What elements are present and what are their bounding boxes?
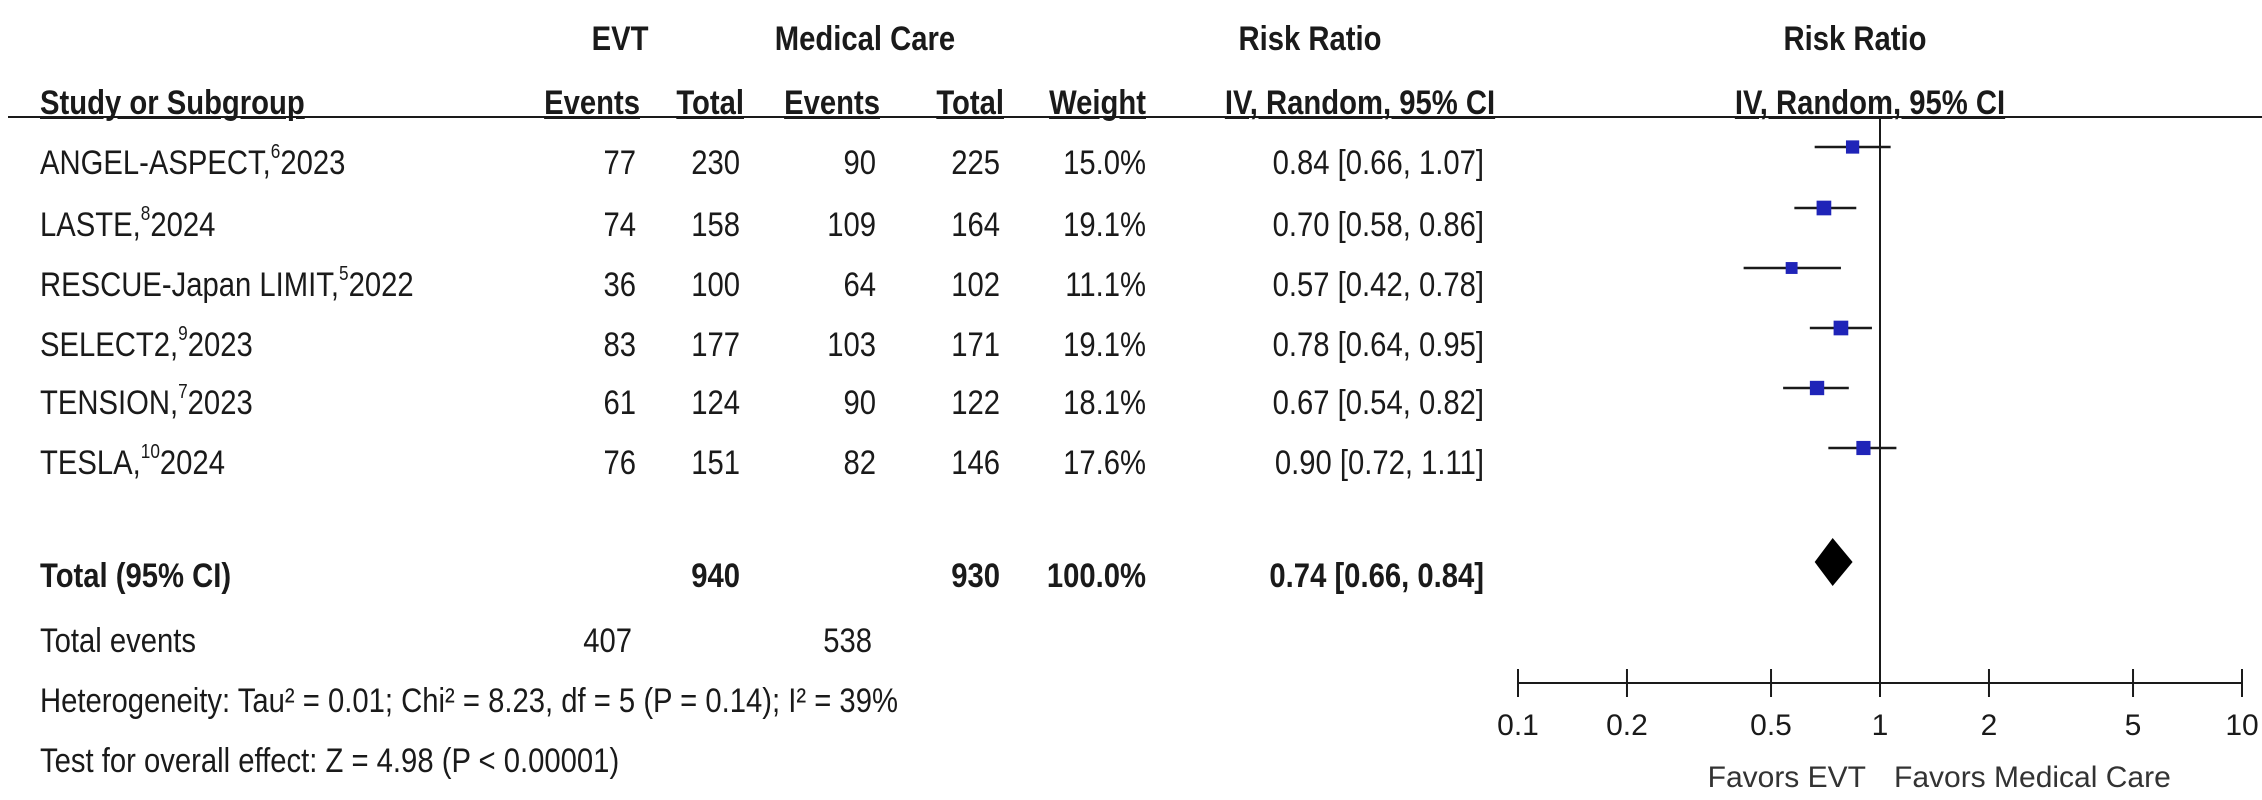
evt-total: 177 — [691, 326, 740, 364]
study-name: TENSION,72023 — [40, 381, 253, 422]
study-name: RESCUE-Japan LIMIT,52022 — [40, 263, 414, 304]
risk-ratio-header: Risk Ratio — [1238, 20, 1382, 58]
mc-events: 90 — [843, 384, 876, 422]
evt-total: 124 — [691, 384, 740, 422]
total-weight: 100.0% — [1046, 557, 1146, 595]
risk-ratio-ci: 0.84 [0.66, 1.07] — [1272, 144, 1484, 182]
weight: 11.1% — [1065, 266, 1146, 304]
pooled-diamond — [1814, 538, 1853, 586]
risk-ratio-ci: 0.78 [0.64, 0.95] — [1272, 326, 1484, 364]
favors-evt-label: Favors EVT — [1708, 761, 1866, 794]
effect-marker — [1809, 380, 1825, 396]
risk-ratio-ci: 0.67 [0.54, 0.82] — [1272, 384, 1484, 422]
overall-effect-test: Test for overall effect: Z = 4.98 (P < 0… — [40, 742, 620, 780]
x-tick-label: 10 — [2225, 709, 2258, 742]
risk-ratio-ci: 0.70 [0.58, 0.86] — [1272, 206, 1484, 244]
mc-total: 225 — [951, 144, 1000, 182]
effect-marker — [1833, 320, 1849, 336]
risk-ratio-plot-header: Risk Ratio — [1783, 20, 1927, 58]
effect-marker — [1856, 440, 1871, 456]
pooled-risk-ratio-ci: 0.74 [0.66, 0.84] — [1269, 557, 1484, 595]
mc-events: 103 — [827, 326, 876, 364]
effect-marker — [1785, 262, 1798, 274]
method-plot-header: IV, Random, 95% CI — [1734, 84, 2006, 122]
favors-medical-care-label: Favors Medical Care — [1894, 761, 2171, 794]
weight: 17.6% — [1063, 444, 1146, 482]
mc-events: 109 — [827, 206, 876, 244]
evt-total: 151 — [691, 444, 740, 482]
mc-total-events: 538 — [823, 622, 872, 660]
x-tick-label: 0.2 — [1606, 709, 1648, 742]
evt-events-header: Events — [544, 84, 640, 122]
effect-marker — [1845, 140, 1860, 154]
evt-total: 158 — [691, 206, 740, 244]
mc-events-header: Events — [784, 84, 880, 122]
total-label: Total (95% CI) — [40, 557, 232, 595]
evt-events: 74 — [603, 206, 636, 244]
effect-marker — [1816, 200, 1832, 216]
weight: 19.1% — [1063, 206, 1146, 244]
weight: 18.1% — [1063, 384, 1146, 422]
study-name: SELECT2,92023 — [40, 323, 253, 364]
x-tick-label: 1 — [1872, 709, 1889, 742]
evt-total-sum: 940 — [691, 557, 740, 595]
evt-total-events: 407 — [583, 622, 632, 660]
mc-total-header: Total — [936, 84, 1004, 122]
weight-header: Weight — [1049, 84, 1146, 122]
heterogeneity-stats: Heterogeneity: Tau² = 0.01; Chi² = 8.23,… — [40, 682, 898, 720]
evt-events: 76 — [603, 444, 636, 482]
medical-care-group-header: Medical Care — [774, 20, 956, 58]
study-name: TESLA,102024 — [40, 441, 225, 482]
x-tick-label: 0.5 — [1750, 709, 1792, 742]
study-name: ANGEL-ASPECT,62023 — [40, 141, 346, 182]
evt-events: 36 — [603, 266, 636, 304]
x-tick-label: 0.1 — [1497, 709, 1539, 742]
risk-ratio-ci: 0.57 [0.42, 0.78] — [1272, 266, 1484, 304]
x-tick-label: 2 — [1981, 709, 1998, 742]
weight: 15.0% — [1063, 144, 1146, 182]
mc-total: 122 — [951, 384, 1000, 422]
mc-total: 171 — [951, 326, 1000, 364]
study-name: LASTE,82024 — [40, 203, 216, 244]
mc-total: 164 — [951, 206, 1000, 244]
evt-events: 61 — [603, 384, 636, 422]
total-events-label: Total events — [40, 622, 197, 660]
evt-group-header: EVT — [591, 20, 649, 58]
mc-total: 102 — [951, 266, 1000, 304]
risk-ratio-ci: 0.90 [0.72, 1.11] — [1274, 444, 1484, 482]
weight: 19.1% — [1063, 326, 1146, 364]
header-rule — [8, 116, 2262, 118]
evt-total: 230 — [691, 144, 740, 182]
mc-events: 64 — [843, 266, 876, 304]
evt-events: 77 — [603, 144, 636, 182]
evt-total-header: Total — [676, 84, 744, 122]
mc-events: 90 — [843, 144, 876, 182]
method-header: IV, Random, 95% CI — [1224, 84, 1496, 122]
study-column-header: Study or Subgroup — [40, 84, 305, 122]
x-tick-label: 5 — [2125, 709, 2142, 742]
mc-total: 146 — [951, 444, 1000, 482]
mc-total-sum: 930 — [951, 557, 1000, 595]
mc-events: 82 — [843, 444, 876, 482]
evt-events: 83 — [603, 326, 636, 364]
evt-total: 100 — [691, 266, 740, 304]
